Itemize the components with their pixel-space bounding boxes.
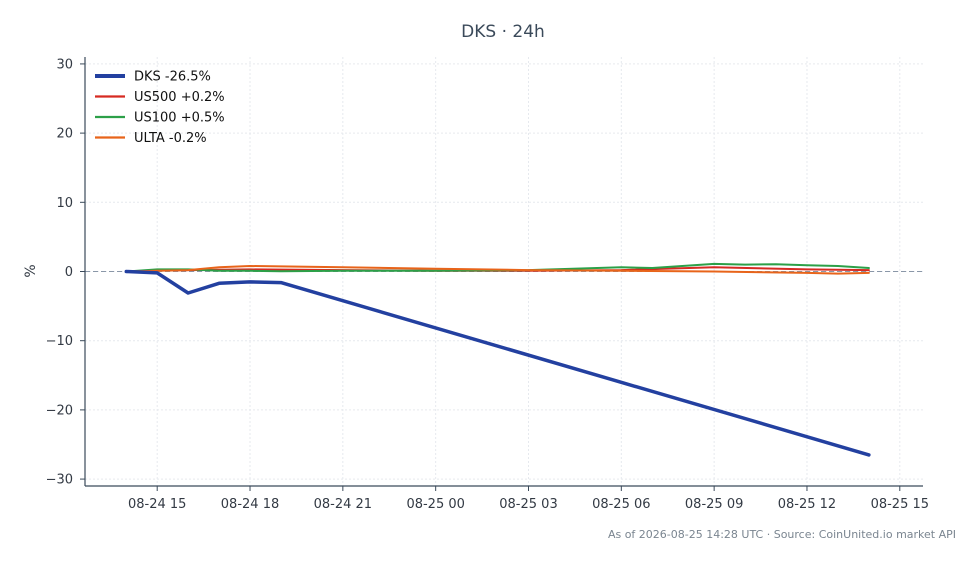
x-tick-label: 08-25 06 — [592, 497, 650, 512]
legend-label-us500: US500 +0.2% — [134, 90, 225, 105]
y-axis-label: % — [23, 264, 39, 277]
y-tick-label: 20 — [56, 127, 73, 142]
x-tick-label: 08-24 15 — [128, 497, 186, 512]
grid — [85, 57, 923, 486]
x-tick-label: 08-25 00 — [406, 497, 464, 512]
legend-label-us100: US100 +0.5% — [134, 111, 225, 126]
y-tick-label: 10 — [56, 196, 73, 211]
x-tick-label: 08-25 12 — [778, 497, 836, 512]
legend-label-ulta: ULTA -0.2% — [134, 131, 207, 146]
x-tick-label: 08-25 15 — [871, 497, 929, 512]
x-tick-label: 08-25 09 — [685, 497, 743, 512]
series-line-ulta — [125, 265, 870, 275]
legend: DKS -26.5% US500 +0.2% US100 +0.5% ULTA -0.… — [95, 70, 225, 146]
x-tick-label: 08-24 18 — [221, 497, 279, 512]
source-footnote: As of 2026-08-25 14:28 UTC · Source: Coi… — [608, 528, 956, 541]
x-tick-label: 08-25 03 — [499, 497, 557, 512]
series-line-dks — [124, 269, 871, 457]
tick-labels: 08-24 15 08-24 18 08-24 21 08-25 00 08-25 03… — [46, 57, 929, 512]
y-tick-label: −10 — [46, 334, 73, 349]
y-tick-label: 0 — [65, 265, 73, 280]
axes — [80, 57, 923, 491]
y-tick-label: −30 — [46, 473, 73, 488]
y-tick-label: −20 — [46, 403, 73, 418]
y-tick-label: 30 — [56, 57, 73, 72]
chart-title: DKS · 24h — [461, 22, 545, 42]
series-layer — [124, 262, 871, 457]
x-tick-label: 08-24 21 — [314, 497, 372, 512]
legend-label-dks: DKS -26.5% — [134, 70, 211, 85]
